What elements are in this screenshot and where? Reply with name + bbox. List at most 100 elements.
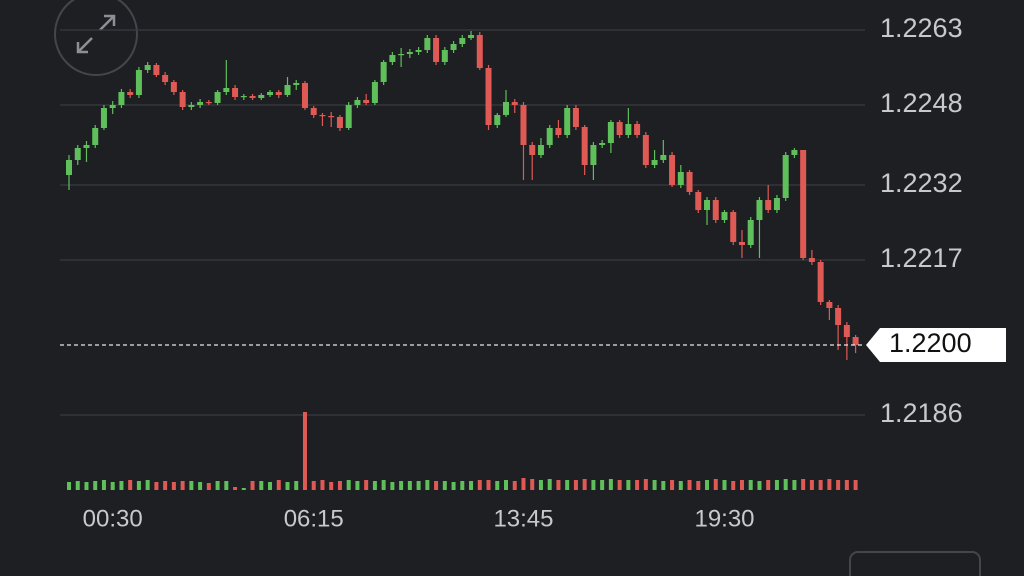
candle [127, 89, 134, 98]
volume-bar [337, 481, 342, 490]
candle-body [275, 92, 282, 95]
volume-bar [661, 481, 666, 490]
volume-bar [582, 479, 587, 490]
bottom-button[interactable] [849, 551, 981, 576]
candle-body [817, 262, 824, 302]
volume-bar [766, 480, 771, 490]
volume-bar [844, 480, 849, 490]
candle [546, 125, 553, 148]
candle [441, 47, 448, 65]
candle [511, 99, 518, 113]
candle [747, 217, 754, 248]
candle-body [660, 155, 667, 160]
candle [328, 112, 335, 127]
candle-body [704, 200, 711, 210]
candle-body [109, 105, 116, 108]
candle-body [721, 212, 728, 220]
y-tick-label: 1.2263 [880, 13, 963, 43]
volume-bar [757, 481, 762, 490]
candle-body [389, 55, 396, 62]
candle-body [730, 212, 737, 242]
candle-body [555, 128, 562, 135]
candle [651, 150, 658, 168]
volume-bar [504, 480, 508, 490]
candle-body [100, 108, 107, 128]
volume-bar [119, 481, 124, 490]
candle-body [433, 38, 440, 62]
candle [704, 197, 711, 225]
last-price-label: 1.2200 [889, 328, 972, 358]
volume-bar [573, 480, 578, 490]
x-tick-label: 00:30 [83, 505, 143, 532]
candle-body [127, 92, 134, 95]
volume-bar [678, 481, 683, 490]
volume-bar [425, 480, 430, 490]
candle [284, 77, 291, 97]
candle-body [441, 50, 448, 62]
volume-bar [652, 480, 657, 490]
expand-button[interactable] [54, 0, 138, 76]
volume-bar [285, 482, 290, 490]
candle-body [223, 88, 230, 92]
candle-body [738, 242, 745, 245]
candle [380, 60, 387, 85]
candle-body [642, 135, 649, 165]
candle [468, 31, 475, 40]
candle [695, 190, 702, 213]
volume-bar [329, 482, 334, 490]
candle [74, 145, 81, 165]
volume-bar [538, 480, 543, 490]
candle [634, 121, 641, 138]
candle-body [791, 150, 798, 155]
candle [616, 120, 623, 138]
candle [214, 90, 221, 105]
candle [162, 72, 169, 85]
volume-bar [774, 480, 779, 490]
candle-body [83, 145, 90, 148]
volume-bar [670, 480, 675, 490]
candle [782, 152, 789, 201]
candle [677, 165, 684, 188]
candle-body [162, 75, 169, 82]
volume-bar [836, 480, 841, 490]
candle-body [808, 258, 815, 262]
candle [144, 62, 151, 73]
volume-bar [145, 480, 150, 490]
candle [564, 105, 571, 138]
candle-body [363, 100, 370, 103]
candle-body [599, 143, 606, 145]
candle-body [424, 38, 431, 50]
x-tick-label: 19:30 [694, 505, 754, 532]
candle-body [503, 102, 509, 115]
volume-bar [250, 481, 255, 490]
candle [240, 94, 247, 100]
volume-bar [276, 480, 281, 490]
candle [607, 120, 614, 153]
candle-body [153, 65, 160, 75]
candle [83, 141, 90, 162]
candle [371, 80, 378, 105]
candle [310, 106, 317, 118]
candle [450, 41, 457, 53]
candle-body [756, 200, 763, 220]
expand-icon [76, 14, 116, 54]
volume-bar [101, 480, 106, 490]
candle-body [249, 96, 256, 98]
volume-bar [75, 481, 80, 490]
volume-bar [442, 481, 447, 490]
volume-bar [311, 481, 316, 490]
volume-bar [224, 481, 229, 490]
volume-bar [748, 480, 753, 490]
volume-bar [346, 480, 351, 490]
candle-body [450, 44, 457, 50]
candle-body [782, 155, 789, 198]
candle-body [529, 145, 536, 155]
candle-body [546, 128, 553, 145]
candle [249, 94, 256, 100]
candle-body [258, 95, 265, 98]
candle-body [712, 200, 719, 220]
candle [232, 85, 239, 100]
candle [503, 90, 509, 117]
candle-body [520, 105, 527, 145]
